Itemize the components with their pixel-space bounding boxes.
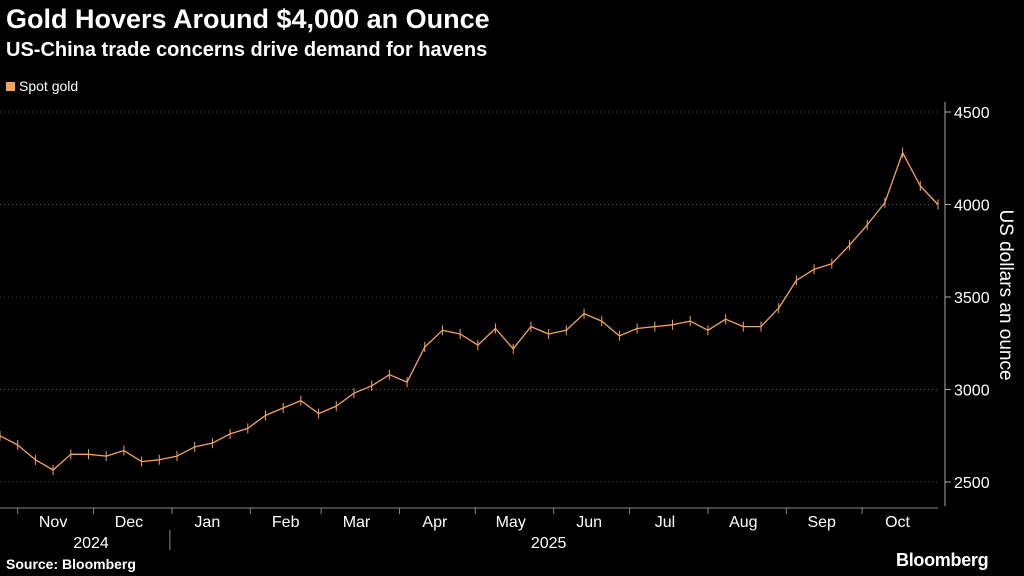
x-tick-label-feb: Feb [272, 514, 300, 531]
x-tick-label-apr: Apr [422, 514, 448, 531]
chart-title: Gold Hovers Around $4,000 an Ounce [6, 4, 490, 34]
y-tick-label-3500: 3500 [954, 290, 990, 307]
legend-swatch-spot-gold [6, 81, 15, 91]
series-line-spot-gold [0, 152, 939, 471]
bloomberg-logo: Bloomberg [896, 550, 989, 570]
x-tick-label-oct: Oct [885, 514, 910, 531]
x-tick-label-aug: Aug [729, 514, 757, 531]
year-label-2024: 2024 [73, 535, 109, 552]
x-tick-label-jul: Jul [655, 514, 675, 531]
x-tick-label-may: May [496, 514, 526, 531]
x-tick-label-nov: Nov [39, 514, 67, 531]
source-note: Source: Bloomberg [6, 556, 136, 572]
legend-label-spot-gold: Spot gold [19, 78, 79, 94]
year-label-2025: 2025 [531, 535, 567, 552]
y-tick-label-4500: 4500 [954, 105, 990, 122]
y-tick-label-3000: 3000 [954, 383, 990, 400]
x-tick-label-jan: Jan [194, 514, 220, 531]
x-tick-label-jun: Jun [576, 514, 602, 531]
y-tick-label-4000: 4000 [954, 198, 990, 215]
chart-subtitle: US-China trade concerns drive demand for… [6, 39, 488, 61]
y-axis-label: US dollars an ounce [995, 209, 1016, 380]
x-tick-label-mar: Mar [343, 514, 371, 531]
x-tick-label-dec: Dec [115, 514, 143, 531]
x-tick-label-sep: Sep [807, 514, 836, 531]
y-tick-label-2500: 2500 [954, 475, 990, 492]
chart-legend: Spot gold [6, 78, 78, 94]
